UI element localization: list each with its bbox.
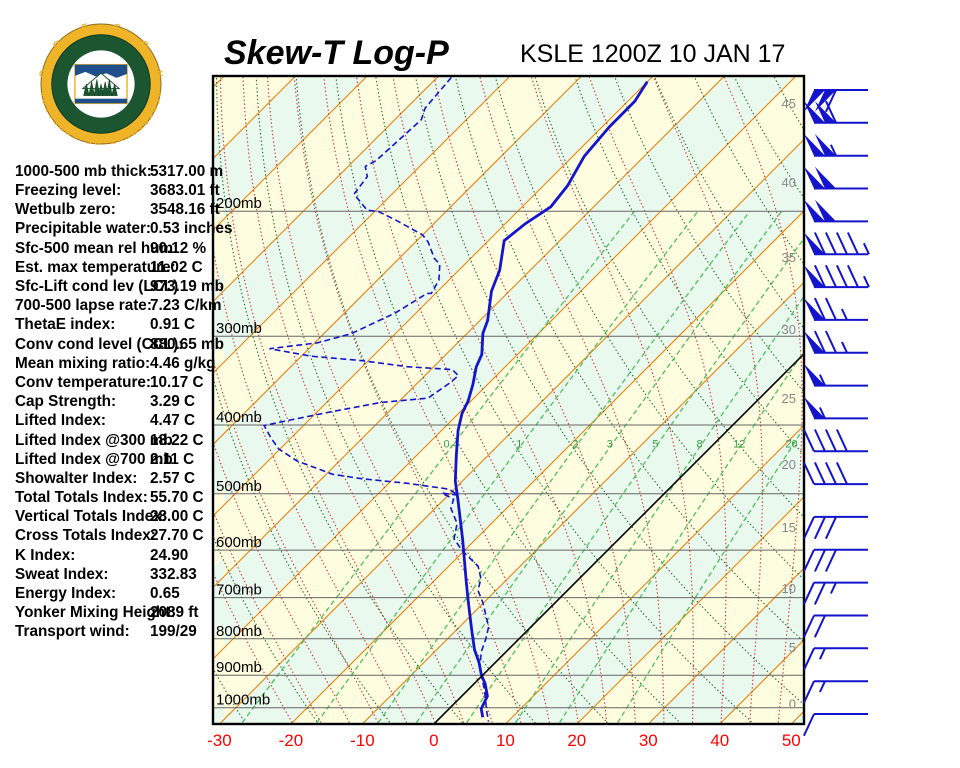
svg-text:10: 10 <box>496 731 515 750</box>
svg-text:20: 20 <box>782 457 796 472</box>
svg-text:10: 10 <box>782 581 796 596</box>
svg-text:O: O <box>94 137 101 146</box>
svg-text:20: 20 <box>567 731 586 750</box>
svg-text:400mb: 400mb <box>216 409 262 426</box>
svg-text:500mb: 500mb <box>216 478 262 495</box>
svg-text:15: 15 <box>782 520 796 535</box>
svg-text:2: 2 <box>572 438 578 450</box>
svg-text:40: 40 <box>710 731 729 750</box>
svg-text:45: 45 <box>782 96 796 111</box>
svg-text:700mb: 700mb <box>216 582 262 599</box>
svg-text:1000mb: 1000mb <box>216 692 270 709</box>
svg-text:-20: -20 <box>279 731 304 750</box>
svg-text:200mb: 200mb <box>216 195 262 212</box>
svg-text:3: 3 <box>607 438 613 450</box>
svg-text:N: N <box>152 70 164 79</box>
svg-text:5: 5 <box>789 640 796 655</box>
svg-text:40: 40 <box>782 175 796 190</box>
svg-text:12: 12 <box>733 438 745 450</box>
svg-text:25: 25 <box>782 391 796 406</box>
svg-text:900mb: 900mb <box>216 659 262 676</box>
svg-text:5: 5 <box>652 438 658 450</box>
svg-text:35: 35 <box>782 250 796 265</box>
svg-text:0: 0 <box>789 697 796 712</box>
svg-text:30: 30 <box>639 731 658 750</box>
svg-text:-10: -10 <box>350 731 375 750</box>
svg-text:0: 0 <box>429 731 438 750</box>
svg-text:1: 1 <box>516 438 522 450</box>
svg-text:-30: -30 <box>207 731 232 750</box>
svg-text:800mb: 800mb <box>216 623 262 640</box>
svg-text:600mb: 600mb <box>216 534 262 551</box>
svg-text:Y: Y <box>39 91 49 98</box>
svg-text:50: 50 <box>782 731 801 750</box>
svg-text:8: 8 <box>696 438 702 450</box>
svg-text:20: 20 <box>785 438 797 450</box>
svg-text:30: 30 <box>782 322 796 337</box>
